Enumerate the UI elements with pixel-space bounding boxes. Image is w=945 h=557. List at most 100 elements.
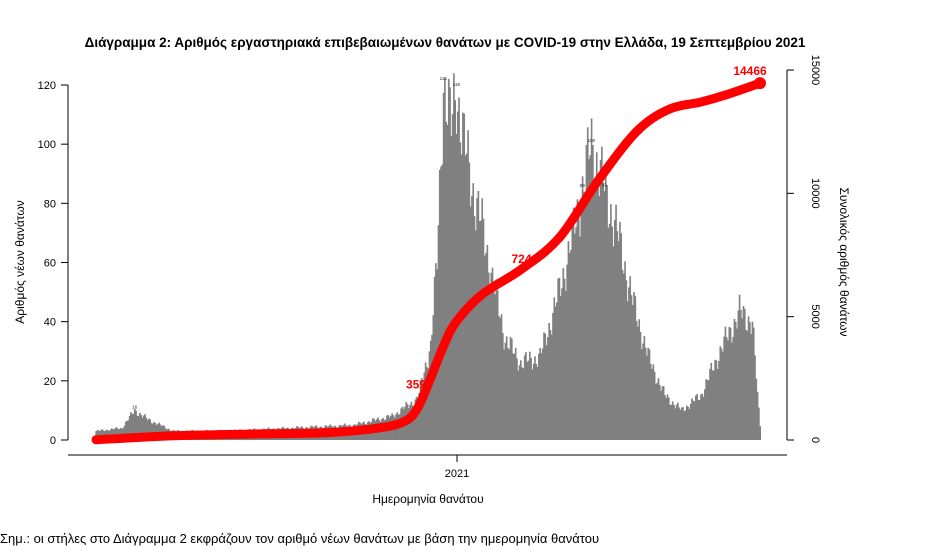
bar (588, 159, 590, 440)
bar (411, 405, 414, 440)
bar (643, 335, 646, 440)
bar (553, 297, 556, 440)
bar (136, 415, 139, 440)
bar (539, 348, 541, 440)
bar (504, 342, 507, 440)
bar (755, 378, 758, 440)
bar (670, 404, 673, 440)
bar (145, 417, 148, 440)
bar (485, 252, 487, 440)
bar (549, 330, 552, 440)
bar (494, 294, 496, 440)
bar (725, 337, 728, 440)
bar (594, 177, 597, 440)
bar (429, 340, 432, 440)
bar (629, 276, 632, 440)
bar (157, 423, 159, 440)
bar (611, 226, 614, 440)
right-y-axis-label: Συνολικός αριθμός θανάτων (837, 187, 851, 336)
bar (713, 370, 715, 440)
bar (696, 394, 698, 440)
bar (687, 406, 689, 440)
bar-value-label: 93 (602, 183, 608, 188)
cumulative-annotation-3: 14466 (733, 64, 767, 78)
bar (486, 244, 489, 440)
left-y-tick-label-0: 0 (50, 435, 56, 447)
bar (561, 288, 563, 440)
bar (754, 355, 756, 440)
bar (742, 306, 745, 440)
bar (124, 421, 127, 440)
bar (520, 360, 522, 440)
x-axis: 2021 (68, 454, 787, 480)
bar (487, 272, 490, 440)
bar (440, 166, 442, 440)
bar (513, 353, 516, 440)
bar (535, 363, 538, 440)
bar (715, 360, 718, 440)
bar (455, 133, 458, 440)
bar (568, 252, 571, 440)
bar (472, 183, 475, 440)
right-y-tick-label-10000: 10000 (809, 178, 821, 209)
bar (727, 340, 729, 440)
cumulative-annotations: 359 724 14466 (406, 64, 767, 391)
bar (144, 414, 146, 440)
bar (509, 336, 512, 440)
bar (447, 78, 450, 440)
bar (463, 113, 466, 441)
left-y-axis-label: Αριθμός νέων θανάτων (13, 200, 27, 323)
bar (718, 361, 720, 440)
bar (559, 296, 562, 440)
bar (589, 155, 592, 441)
bar (558, 277, 561, 440)
bar (634, 296, 637, 440)
bar (149, 419, 152, 440)
cumulative-line (91, 78, 765, 445)
bar (446, 124, 449, 440)
bar (746, 330, 749, 440)
bar (507, 347, 509, 440)
bar (750, 334, 752, 440)
bar (532, 363, 535, 440)
bar (679, 409, 682, 440)
bar (158, 422, 161, 440)
bar (141, 417, 144, 440)
bar (731, 342, 733, 440)
bar (635, 320, 638, 440)
bar (661, 386, 664, 440)
bar (538, 353, 540, 440)
bar (417, 400, 419, 440)
bar (711, 370, 714, 440)
bar (607, 227, 610, 440)
bar (557, 278, 559, 440)
bar (140, 414, 143, 440)
bar (646, 355, 648, 440)
bar (584, 192, 586, 440)
bar (467, 130, 469, 440)
bar (556, 302, 558, 440)
bar (500, 314, 503, 440)
bar (491, 267, 494, 440)
bar (724, 326, 727, 440)
bar (644, 347, 647, 440)
bar (522, 368, 525, 440)
bar (608, 223, 611, 440)
bar (677, 402, 679, 440)
bar (689, 403, 692, 440)
bar (525, 352, 527, 440)
right-y-tick-label-15000: 15000 (809, 55, 821, 86)
bar (649, 363, 652, 440)
bar (543, 332, 545, 440)
bar (462, 112, 464, 440)
bar-value-labels: 121 119 100 93 89 16 (132, 76, 607, 409)
bar (498, 316, 500, 440)
bar (700, 394, 702, 440)
bar-series (95, 73, 761, 441)
bar (579, 236, 581, 440)
bar (710, 362, 713, 440)
bar (517, 370, 520, 440)
bar (624, 261, 626, 440)
bar (666, 394, 669, 440)
bar (567, 241, 570, 440)
